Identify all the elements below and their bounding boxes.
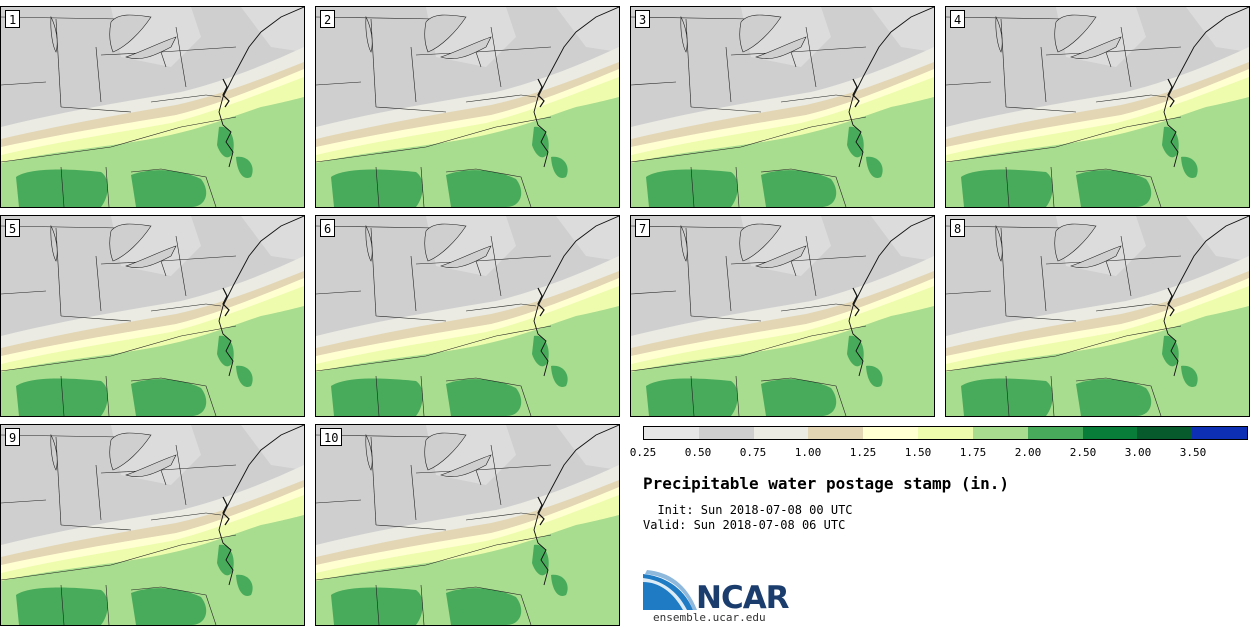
precip-map bbox=[946, 216, 1249, 416]
member-label: 7 bbox=[635, 219, 651, 237]
member-panel-4: 4 bbox=[945, 6, 1250, 208]
member-label: 9 bbox=[5, 428, 21, 446]
colorbar-tick-label: 0.50 bbox=[684, 446, 712, 459]
member-panel-3: 3 bbox=[630, 6, 935, 208]
colorbar-ticks: 0.25 0.50 0.75 1.00 1.25 1.50 1.75 2.00 2.50 3.00… bbox=[630, 446, 1248, 460]
member-panel-8: 8 bbox=[945, 215, 1250, 417]
member-label: 5 bbox=[5, 219, 21, 237]
precip-map bbox=[316, 216, 619, 416]
colorbar-cell-8 bbox=[1027, 427, 1083, 439]
site-url: ensemble.ucar.edu bbox=[653, 611, 766, 624]
colorbar-cell-5 bbox=[863, 427, 919, 439]
member-label: 3 bbox=[635, 10, 651, 28]
colorbar-tick-label: 1.50 bbox=[904, 446, 932, 459]
colorbar-tick-label: 0.25 bbox=[629, 446, 657, 459]
member-panel-2: 2 bbox=[315, 6, 620, 208]
colorbar-tick-label: 1.75 bbox=[959, 446, 987, 459]
colorbar-cell-11 bbox=[1192, 427, 1247, 439]
member-label: 1 bbox=[5, 10, 21, 28]
member-panel-7: 7 bbox=[630, 215, 935, 417]
colorbar-cell-10 bbox=[1137, 427, 1193, 439]
member-panel-9: 9 bbox=[0, 424, 305, 626]
colorbar-tick-label: 0.75 bbox=[739, 446, 767, 459]
colorbar-tick-label: 3.00 bbox=[1124, 446, 1152, 459]
colorbar-cell-4 bbox=[808, 427, 864, 439]
colorbar-cell-1 bbox=[644, 427, 699, 439]
colorbar-tick-label: 1.25 bbox=[849, 446, 877, 459]
colorbar-tick-label: 2.50 bbox=[1069, 446, 1097, 459]
member-label: 2 bbox=[320, 10, 336, 28]
precip-map bbox=[631, 216, 934, 416]
colorbar bbox=[643, 426, 1248, 440]
colorbar-cell-6 bbox=[918, 427, 973, 439]
member-panel-5: 5 bbox=[0, 215, 305, 417]
precip-map bbox=[316, 425, 619, 625]
precip-map bbox=[946, 7, 1249, 207]
ncar-logo-text: NCAR bbox=[696, 580, 790, 616]
precip-map bbox=[1, 216, 304, 416]
member-label: 4 bbox=[950, 10, 966, 28]
precip-map bbox=[316, 7, 619, 207]
precip-map bbox=[631, 7, 934, 207]
member-panel-10: 10 bbox=[315, 424, 620, 626]
colorbar-tick-label: 1.00 bbox=[794, 446, 822, 459]
colorbar-cell-3 bbox=[753, 427, 809, 439]
ncar-logo-icon bbox=[643, 570, 697, 610]
init-time: Init: Sun 2018-07-08 00 UTC bbox=[643, 503, 853, 517]
colorbar-cell-7 bbox=[972, 427, 1028, 439]
colorbar-tick-label: 3.50 bbox=[1179, 446, 1207, 459]
member-panel-1: 1 bbox=[0, 6, 305, 208]
precip-map bbox=[1, 7, 304, 207]
valid-time: Valid: Sun 2018-07-08 06 UTC bbox=[643, 518, 846, 532]
member-label: 6 bbox=[320, 219, 336, 237]
member-panel-6: 6 bbox=[315, 215, 620, 417]
colorbar-cell-9 bbox=[1082, 427, 1138, 439]
chart-title: Precipitable water postage stamp (in.) bbox=[643, 474, 1010, 493]
colorbar-cell-2 bbox=[698, 427, 754, 439]
member-label: 10 bbox=[320, 428, 343, 446]
precip-map bbox=[1, 425, 304, 625]
colorbar-tick-label: 2.00 bbox=[1014, 446, 1042, 459]
member-label: 8 bbox=[950, 219, 966, 237]
